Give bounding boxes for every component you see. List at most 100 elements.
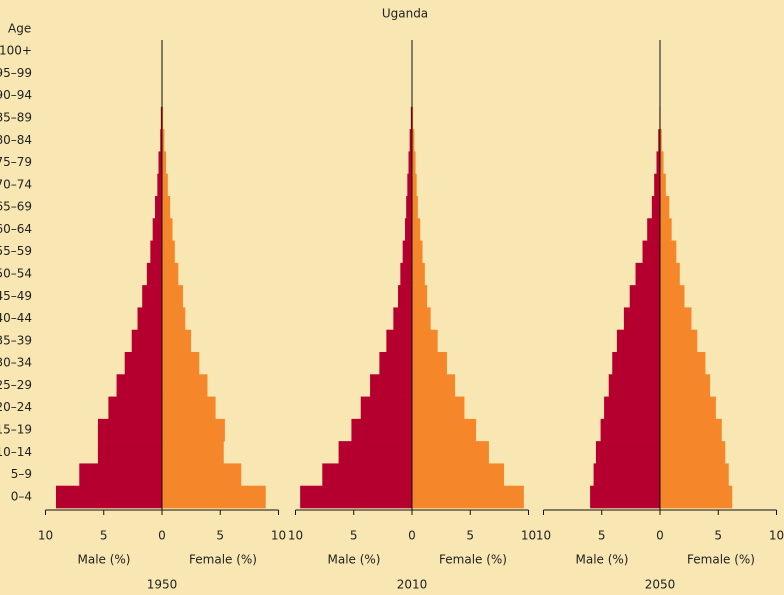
y-tick-label: 60–64	[0, 222, 32, 236]
bar	[412, 106, 414, 130]
y-tick-label: 50–54	[0, 267, 32, 281]
y-tick-label: 20–24	[0, 400, 32, 414]
bar	[595, 441, 660, 464]
bar	[162, 329, 192, 353]
bar	[162, 418, 225, 442]
series-label: Male (%)	[575, 553, 628, 567]
x-tick-label: 10	[38, 529, 53, 543]
bar	[400, 262, 412, 286]
bar	[660, 129, 662, 152]
bar	[412, 218, 421, 241]
panel-title: 2050	[645, 578, 676, 592]
bar	[116, 374, 162, 397]
bar	[162, 240, 175, 264]
bar	[160, 129, 162, 152]
bar	[660, 463, 729, 487]
bar	[658, 129, 660, 152]
x-tick-label: 10	[521, 529, 536, 543]
bar	[79, 463, 162, 487]
bar	[402, 240, 412, 264]
bar	[660, 262, 680, 286]
y-tick-label: 75–79	[0, 155, 32, 169]
bar	[623, 307, 660, 331]
x-tick-label: 5	[466, 529, 474, 543]
x-tick-label: 5	[216, 529, 224, 543]
bar	[412, 374, 456, 397]
y-tick-label: 95–99	[0, 66, 32, 80]
x-tick-label: 10	[271, 529, 286, 543]
bar	[412, 329, 438, 353]
y-tick-label: 10–14	[0, 445, 32, 459]
bar	[351, 418, 412, 442]
x-tick-label: 0	[656, 529, 664, 543]
bar	[162, 396, 216, 420]
bar	[162, 485, 266, 509]
bar	[162, 352, 200, 375]
x-tick-label: 0	[158, 529, 166, 543]
bar	[660, 196, 670, 219]
bar	[162, 151, 167, 175]
x-tick-label: 5	[350, 529, 358, 543]
bar	[137, 307, 162, 331]
bar	[593, 463, 660, 487]
bar	[146, 262, 162, 286]
y-tick-label: 0–4	[11, 489, 32, 503]
bar	[608, 374, 660, 397]
bar	[398, 285, 412, 308]
y-tick-label: 40–44	[0, 311, 32, 325]
bar	[300, 485, 412, 509]
bar	[635, 262, 660, 286]
panel-title: 2010	[397, 578, 428, 592]
bar	[412, 307, 431, 331]
bar	[406, 196, 412, 219]
bar	[412, 196, 418, 219]
y-tick-label: 30–34	[0, 356, 32, 370]
y-tick-label: 100+	[0, 44, 32, 58]
x-tick-label: 10	[288, 529, 303, 543]
bar	[142, 285, 162, 308]
bar	[379, 352, 412, 375]
x-tick-label: 5	[714, 529, 722, 543]
bar	[162, 262, 179, 286]
y-tick-label: 85–89	[0, 111, 32, 125]
bar	[162, 374, 208, 397]
bar	[412, 262, 425, 286]
bar	[124, 352, 162, 375]
bar	[108, 396, 162, 420]
bar	[660, 329, 698, 353]
bar	[412, 418, 477, 442]
bar	[660, 441, 726, 464]
series-label: Male (%)	[327, 553, 380, 567]
bar	[412, 463, 505, 487]
bar	[412, 441, 489, 464]
bar	[660, 307, 692, 331]
bar	[370, 374, 412, 397]
bar	[162, 173, 168, 197]
bar	[656, 151, 660, 175]
x-tick-label: 10	[536, 529, 551, 543]
y-tick-label: 15–19	[0, 423, 32, 437]
bar	[162, 106, 164, 130]
bar	[590, 485, 660, 509]
y-tick-label: 5–9	[11, 467, 32, 481]
bar	[660, 374, 711, 397]
chart-title: Uganda	[382, 7, 428, 21]
bar	[642, 240, 660, 264]
y-tick-label: 65–69	[0, 200, 32, 214]
bar	[155, 196, 162, 219]
bar	[660, 352, 706, 375]
bar	[660, 240, 677, 264]
bar	[405, 218, 412, 241]
y-axis-label: Age	[8, 22, 31, 36]
y-tick-label: 35–39	[0, 333, 32, 347]
bar	[393, 307, 412, 331]
bar	[412, 352, 447, 375]
x-tick-label: 10	[769, 529, 784, 543]
bar	[322, 463, 412, 487]
bar	[162, 307, 186, 331]
bar	[408, 151, 412, 175]
bar	[407, 173, 412, 197]
y-tick-label: 80–84	[0, 133, 32, 147]
bar	[412, 129, 415, 152]
